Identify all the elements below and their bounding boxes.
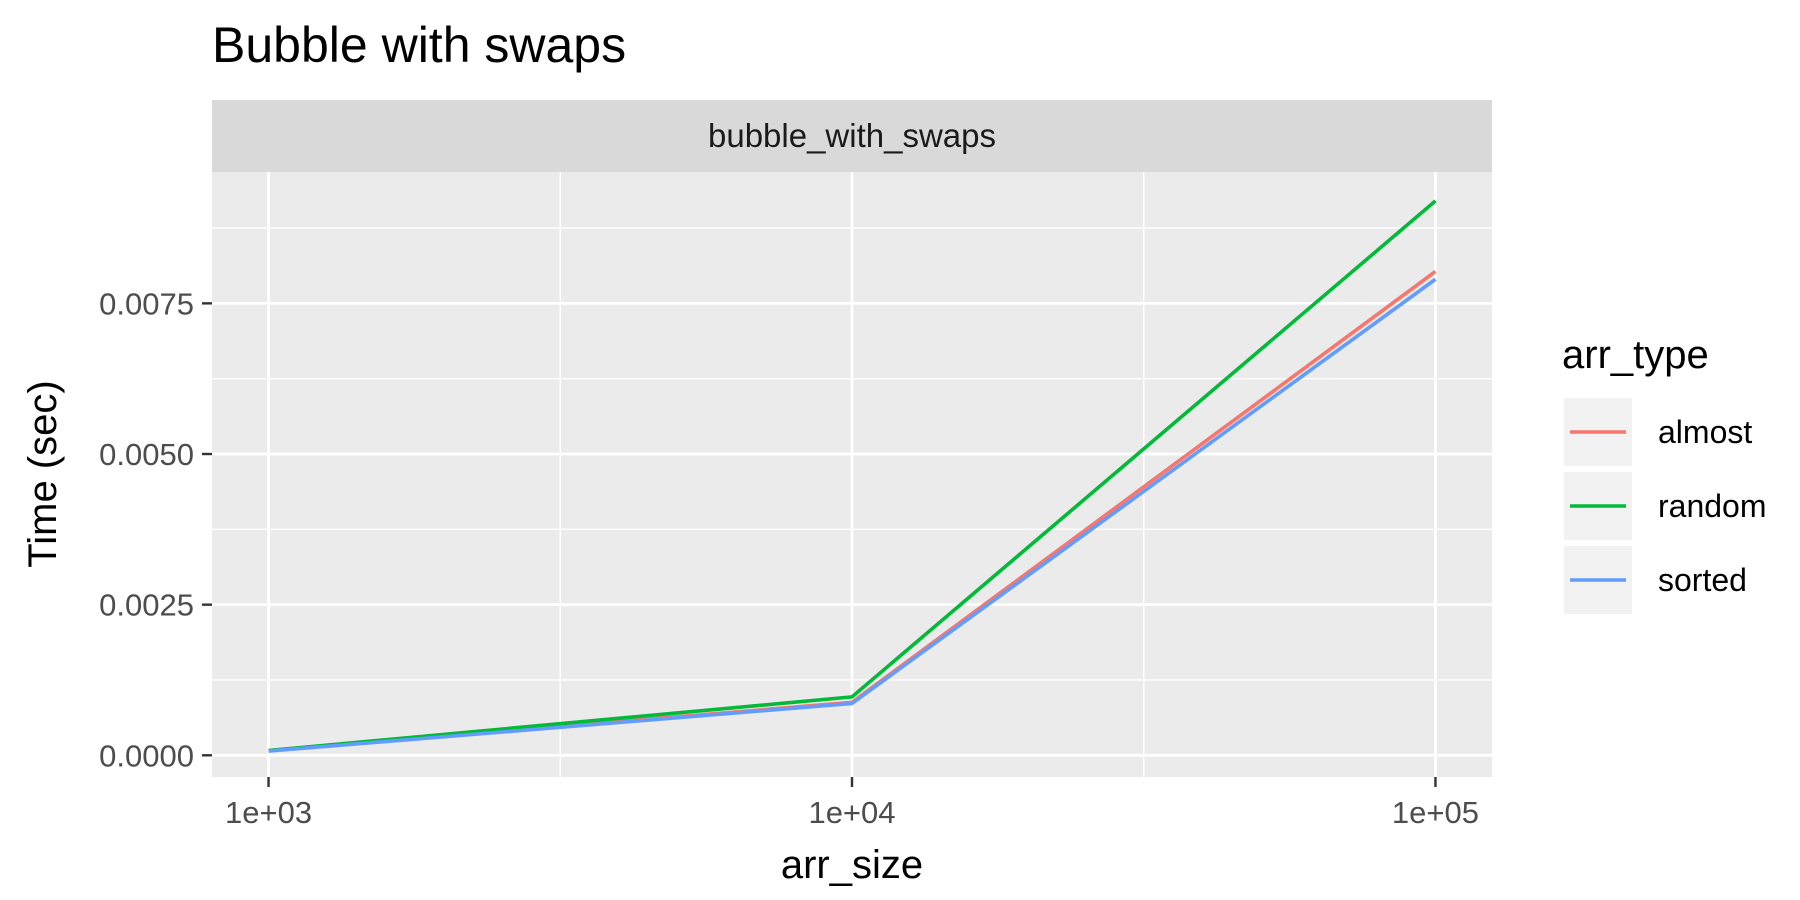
facet-strip-label: bubble_with_swaps (708, 117, 996, 154)
y-tick-label: 0.0075 (99, 286, 194, 321)
y-axis-title: Time (sec) (21, 380, 65, 567)
y-tick-label: 0.0000 (99, 738, 194, 773)
x-tick-label: 1e+04 (808, 795, 895, 830)
axis-ticks (202, 302, 1437, 787)
series-lines (268, 199, 1437, 753)
chart-title: Bubble with swaps (212, 17, 626, 73)
y-tick-label: 0.0025 (99, 588, 194, 623)
series-line-random (268, 199, 1437, 753)
x-tick-label: 1e+05 (1392, 795, 1479, 830)
legend-label-random: random (1658, 488, 1767, 524)
legend-label-almost: almost (1658, 414, 1752, 450)
x-axis-title: arr_size (781, 843, 923, 887)
series-line-sorted (268, 277, 1437, 753)
y-tick-label: 0.0050 (99, 437, 194, 472)
y-tick-labels: 0.0000 0.0025 0.0050 0.0075 (99, 286, 194, 773)
legend: almost random sorted (1564, 398, 1767, 614)
legend-label-sorted: sorted (1658, 562, 1747, 598)
x-tick-labels: 1e+03 1e+04 1e+05 (225, 795, 1479, 830)
x-tick-label: 1e+03 (225, 795, 312, 830)
legend-title: arr_type (1562, 333, 1709, 377)
facet-strip (212, 100, 1492, 172)
